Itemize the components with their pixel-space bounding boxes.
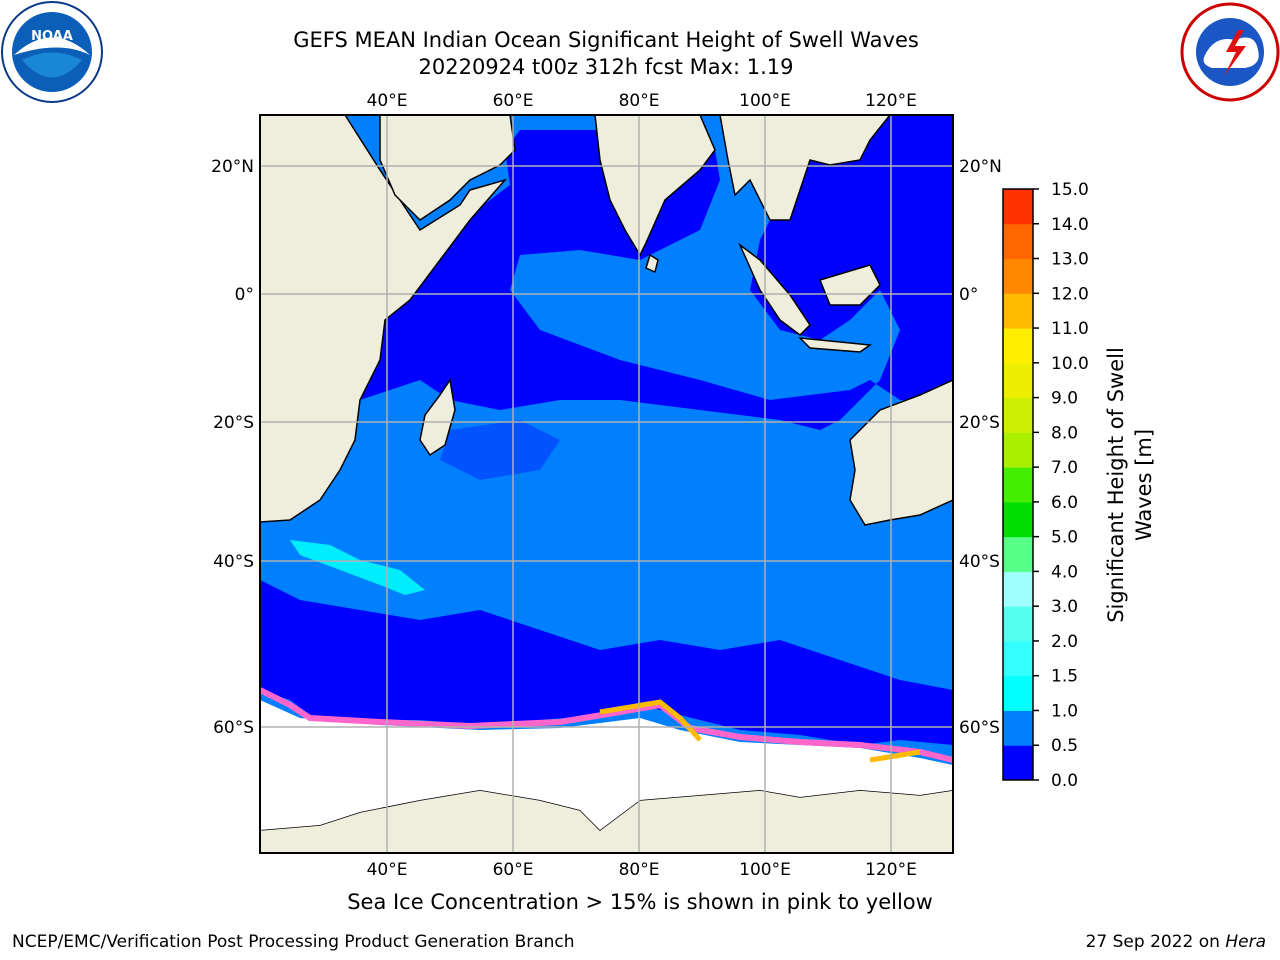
credit-line: NCEP/EMC/Verification Post Processing Pr… (12, 932, 575, 952)
swell-cyan-patch (290, 540, 425, 595)
colorbar-segment (1003, 397, 1033, 433)
colorbar-tick-label: 0.0 (1051, 771, 1078, 791)
colorbar-segment (1003, 258, 1033, 294)
low-swell-regions (260, 115, 953, 745)
lon-label-bottom: 60°E (493, 860, 534, 880)
date-line: 27 Sep 2022 on Hera (1086, 932, 1266, 952)
colorbar-tick-label: 15.0 (1051, 180, 1089, 200)
map-frame (259, 114, 954, 854)
colorbar-tick-label: 4.0 (1051, 562, 1078, 582)
machine-name: Hera (1225, 932, 1266, 952)
colorbar-segment (1003, 293, 1033, 329)
lat-label-left: 60°S (213, 718, 254, 738)
lat-label-left: 0° (235, 285, 254, 305)
chart-title: GEFS MEAN Indian Ocean Significant Heigh… (293, 28, 919, 52)
colorbar-segment (1003, 710, 1033, 746)
gridlines (260, 115, 953, 853)
sea-ice-note: Sea Ice Concentration > 15% is shown in … (347, 890, 933, 914)
lon-label-top: 100°E (739, 91, 791, 111)
date-text: 27 Sep 2022 on (1085, 932, 1226, 952)
colorbar-tick-label: 1.5 (1051, 667, 1078, 687)
lon-label-bottom: 40°E (367, 860, 408, 880)
nws-logo (1180, 2, 1280, 102)
svg-text:NOAA: NOAA (31, 29, 73, 44)
colorbar-tick-label: 14.0 (1051, 215, 1089, 235)
ice-edge-yellow-east (869, 749, 921, 763)
ice-edge (258, 687, 954, 763)
colorbar-ticks: 0.0 0.5 1.0 1.5 2.0 3.0 4.0 5.0 6.0 7.0 8.0 9.0 10.0… (1033, 180, 1089, 791)
colorbar-tick-label: 7.0 (1051, 458, 1078, 478)
colorbar-frame (1002, 188, 1034, 781)
colorbar-tick-label: 1.0 (1051, 701, 1078, 721)
colorbar-segment (1003, 745, 1033, 781)
lon-label-bottom: 80°E (619, 860, 660, 880)
colorbar-label-line1: Significant Height of Swell (1104, 347, 1128, 623)
colorbar-segment (1003, 536, 1033, 572)
colorbar-tick-label: 10.0 (1051, 354, 1089, 374)
lon-label-bottom: 100°E (739, 860, 791, 880)
lon-label-top: 40°E (367, 91, 408, 111)
colorbar-tick-label: 9.0 (1051, 389, 1078, 409)
lon-label-bottom: 120°E (865, 860, 917, 880)
colorbar-tick-label: 12.0 (1051, 284, 1089, 304)
lat-label-right: 0° (959, 285, 978, 305)
lat-label-left: 20°S (213, 413, 254, 433)
colorbar-segment (1003, 501, 1033, 538)
sea-ice-area (260, 700, 953, 830)
noaa-logo: NOAA (1, 1, 103, 103)
colorbar-segment (1003, 640, 1033, 677)
lat-label-left: 40°S (213, 552, 254, 572)
colorbar-label-line2: Waves [m] (1132, 429, 1156, 541)
lon-label-top: 60°E (493, 91, 534, 111)
colorbar-tick-label: 8.0 (1051, 423, 1078, 443)
lat-label-right: 20°S (959, 413, 1000, 433)
land (259, 114, 954, 854)
colorbar-segment (1003, 432, 1033, 468)
colorbar-segment (1003, 571, 1033, 607)
colorbar-segment (1003, 362, 1033, 399)
colorbar (1003, 189, 1033, 781)
colorbar-tick-label: 3.0 (1051, 597, 1078, 617)
colorbar-tick-label: 13.0 (1051, 250, 1089, 270)
ice-edge-yellow (599, 699, 702, 742)
colorbar-segment (1003, 675, 1033, 711)
lat-label-right: 20°N (959, 157, 1002, 177)
colorbar-segment (1003, 223, 1033, 260)
colorbar-segment (1003, 467, 1033, 503)
lat-label-right: 60°S (959, 718, 1000, 738)
colorbar-segment (1003, 189, 1033, 225)
colorbar-tick-label: 2.0 (1051, 632, 1078, 652)
lat-label-right: 40°S (959, 552, 1000, 572)
colorbar-tick-label: 0.5 (1051, 736, 1078, 756)
lon-label-top: 80°E (619, 91, 660, 111)
colorbar-tick-label: 5.0 (1051, 528, 1078, 548)
lon-label-top: 120°E (865, 91, 917, 111)
chart-subtitle: 20220924 t00z 312h fcst Max: 1.19 (418, 55, 794, 79)
colorbar-segment (1003, 606, 1033, 642)
colorbar-tick-label: 11.0 (1051, 319, 1089, 339)
colorbar-tick-label: 6.0 (1051, 493, 1078, 513)
lat-label-left: 20°N (211, 157, 254, 177)
colorbar-segment (1003, 328, 1033, 364)
